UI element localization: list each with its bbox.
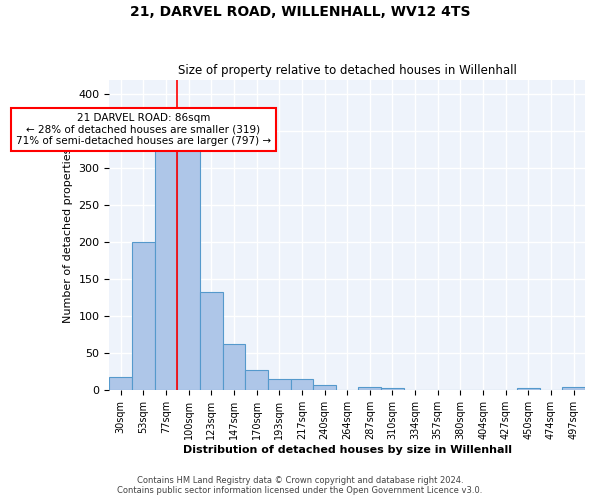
Bar [109, 377, 132, 390]
Bar [200, 292, 223, 390]
Bar [517, 388, 539, 390]
Bar [245, 370, 268, 390]
Text: 21, DARVEL ROAD, WILLENHALL, WV12 4TS: 21, DARVEL ROAD, WILLENHALL, WV12 4TS [130, 5, 470, 19]
Bar [268, 379, 290, 390]
Bar [381, 388, 404, 390]
Text: Contains HM Land Registry data © Crown copyright and database right 2024.
Contai: Contains HM Land Registry data © Crown c… [118, 476, 482, 495]
Bar [313, 385, 336, 390]
Bar [155, 150, 177, 390]
X-axis label: Distribution of detached houses by size in Willenhall: Distribution of detached houses by size … [182, 445, 512, 455]
Bar [132, 242, 155, 390]
Bar [358, 386, 381, 390]
Bar [177, 144, 200, 390]
Bar [223, 344, 245, 391]
Y-axis label: Number of detached properties: Number of detached properties [63, 148, 73, 322]
Bar [562, 386, 585, 390]
Text: 21 DARVEL ROAD: 86sqm
← 28% of detached houses are smaller (319)
71% of semi-det: 21 DARVEL ROAD: 86sqm ← 28% of detached … [16, 113, 271, 146]
Bar [290, 379, 313, 390]
Title: Size of property relative to detached houses in Willenhall: Size of property relative to detached ho… [178, 64, 517, 77]
